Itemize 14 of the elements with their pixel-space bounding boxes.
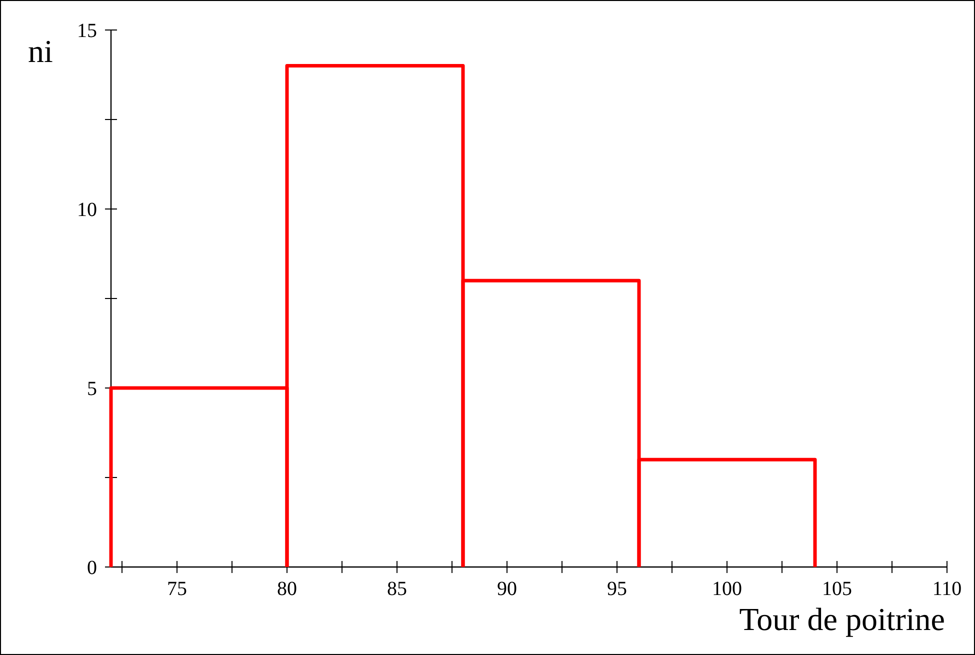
x-axis-title: Tour de poitrine: [739, 601, 945, 637]
x-tick-label: 110: [932, 578, 962, 600]
x-tick-label: 90: [497, 578, 517, 600]
x-tick-label: 85: [387, 578, 407, 600]
x-tick-label: 75: [167, 578, 187, 600]
y-tick-label: 10: [77, 199, 97, 221]
x-tick-label: 100: [712, 578, 742, 600]
x-tick-label: 80: [277, 578, 297, 600]
y-axis-title: ni: [28, 33, 53, 69]
y-tick-label: 0: [87, 557, 97, 579]
x-tick-label: 95: [607, 578, 627, 600]
x-tick-label: 105: [822, 578, 852, 600]
y-tick-label: 5: [87, 378, 97, 400]
y-tick-label: 15: [77, 20, 97, 42]
